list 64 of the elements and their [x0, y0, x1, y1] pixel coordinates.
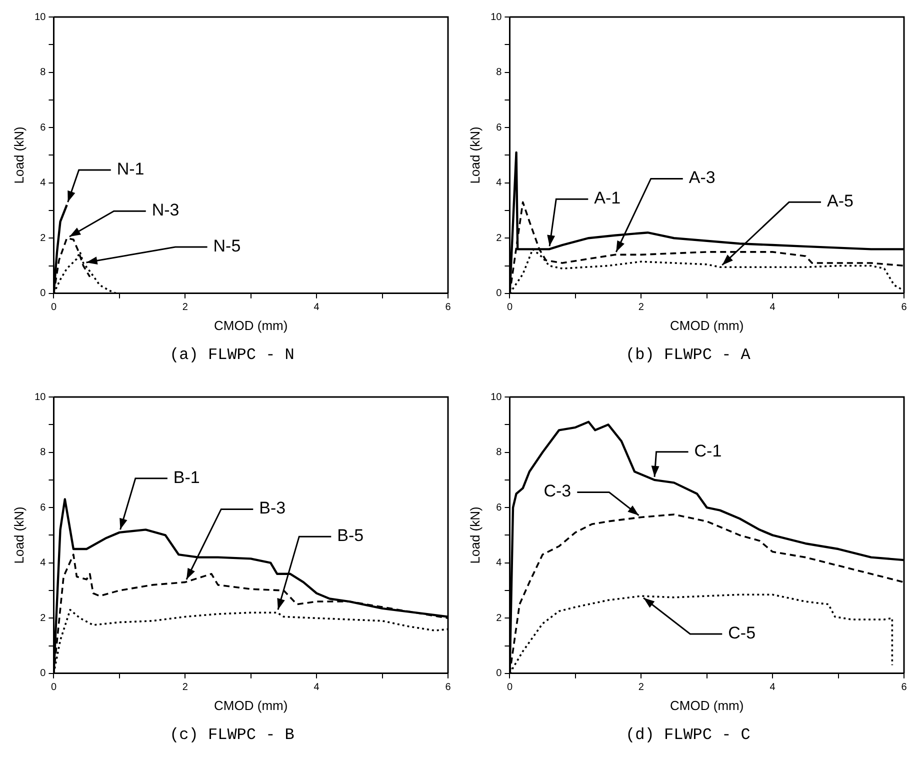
x-tick-label: 0 — [50, 682, 57, 694]
y-tick-label: 4 — [40, 558, 46, 569]
y-tick-label: 8 — [496, 447, 502, 458]
y-tick-label: 6 — [496, 122, 502, 134]
y-tick-label: 4 — [496, 558, 502, 569]
x-tick-label: 4 — [314, 682, 320, 694]
x-axis-title: CMOD (mm) — [214, 318, 288, 333]
text: A-5 — [827, 192, 854, 211]
y-tick-label: 4 — [496, 178, 502, 189]
x-tick-label: 4 — [314, 302, 320, 314]
text: A-3 — [688, 168, 716, 188]
y-tick-label: 10 — [490, 392, 502, 403]
y-tick-label: 0 — [496, 668, 502, 680]
x-tick-label: 0 — [506, 302, 513, 314]
x-axis-title: CMOD (mm) — [214, 698, 288, 713]
text: (c) FLWPC - B — [168, 726, 296, 744]
text: (b) FLWPC - A — [624, 346, 752, 364]
x-tick-label: 6 — [445, 682, 452, 694]
y-tick-label: 4 — [40, 178, 46, 189]
y-tick-label: 2 — [496, 612, 502, 624]
y-tick-label: 6 — [40, 122, 46, 134]
y-tick-label: 10 — [34, 12, 46, 23]
y-tick-label: 10 — [34, 392, 46, 403]
x-tick-label: 6 — [901, 302, 908, 314]
y-tick-label: 2 — [40, 232, 46, 244]
y-axis-title: Load (kN) — [467, 126, 482, 184]
text: (d) FLWPC - C — [624, 726, 752, 744]
y-axis-title: Load (kN) — [11, 506, 26, 564]
x-tick-label: 2 — [638, 682, 644, 694]
series-label: A-1 — [594, 188, 621, 208]
text: (a) FLWPC - N — [168, 346, 296, 364]
y-axis-title: Load (kN) — [467, 506, 482, 564]
x-tick-label: 0 — [50, 302, 57, 314]
x-tick-label: 0 — [506, 682, 513, 694]
x-tick-label: 6 — [901, 682, 908, 694]
x-tick-label: 4 — [770, 682, 776, 694]
series-label: C-3 — [544, 482, 572, 501]
x-tick-label: 2 — [182, 302, 188, 314]
x-tick-label: 6 — [445, 302, 452, 314]
series-label: C-5 — [728, 623, 756, 642]
y-tick-label: 8 — [496, 67, 502, 78]
y-tick-label: 0 — [40, 668, 46, 680]
y-tick-label: 8 — [40, 447, 46, 458]
text: B-3 — [259, 498, 286, 518]
text: N-1 — [116, 159, 144, 178]
text: N-5 — [213, 236, 241, 256]
series-label: C-1 — [694, 441, 722, 460]
y-tick-label: 10 — [490, 12, 502, 23]
x-tick-label: 2 — [182, 682, 188, 694]
x-tick-label: 4 — [770, 302, 776, 314]
y-tick-label: 2 — [496, 232, 502, 244]
text: N-3 — [152, 200, 180, 220]
x-axis-title: CMOD (mm) — [670, 318, 744, 333]
y-tick-label: 0 — [40, 288, 46, 300]
x-axis-title: CMOD (mm) — [670, 698, 744, 713]
y-axis-title: Load (kN) — [11, 126, 26, 184]
y-tick-label: 2 — [40, 612, 46, 624]
y-tick-label: 6 — [40, 502, 46, 514]
text: B-5 — [337, 526, 364, 546]
text: B-1 — [173, 468, 200, 487]
y-tick-label: 8 — [40, 67, 46, 78]
y-tick-label: 6 — [496, 502, 502, 514]
y-tick-label: 0 — [496, 288, 502, 300]
x-tick-label: 2 — [638, 302, 644, 314]
